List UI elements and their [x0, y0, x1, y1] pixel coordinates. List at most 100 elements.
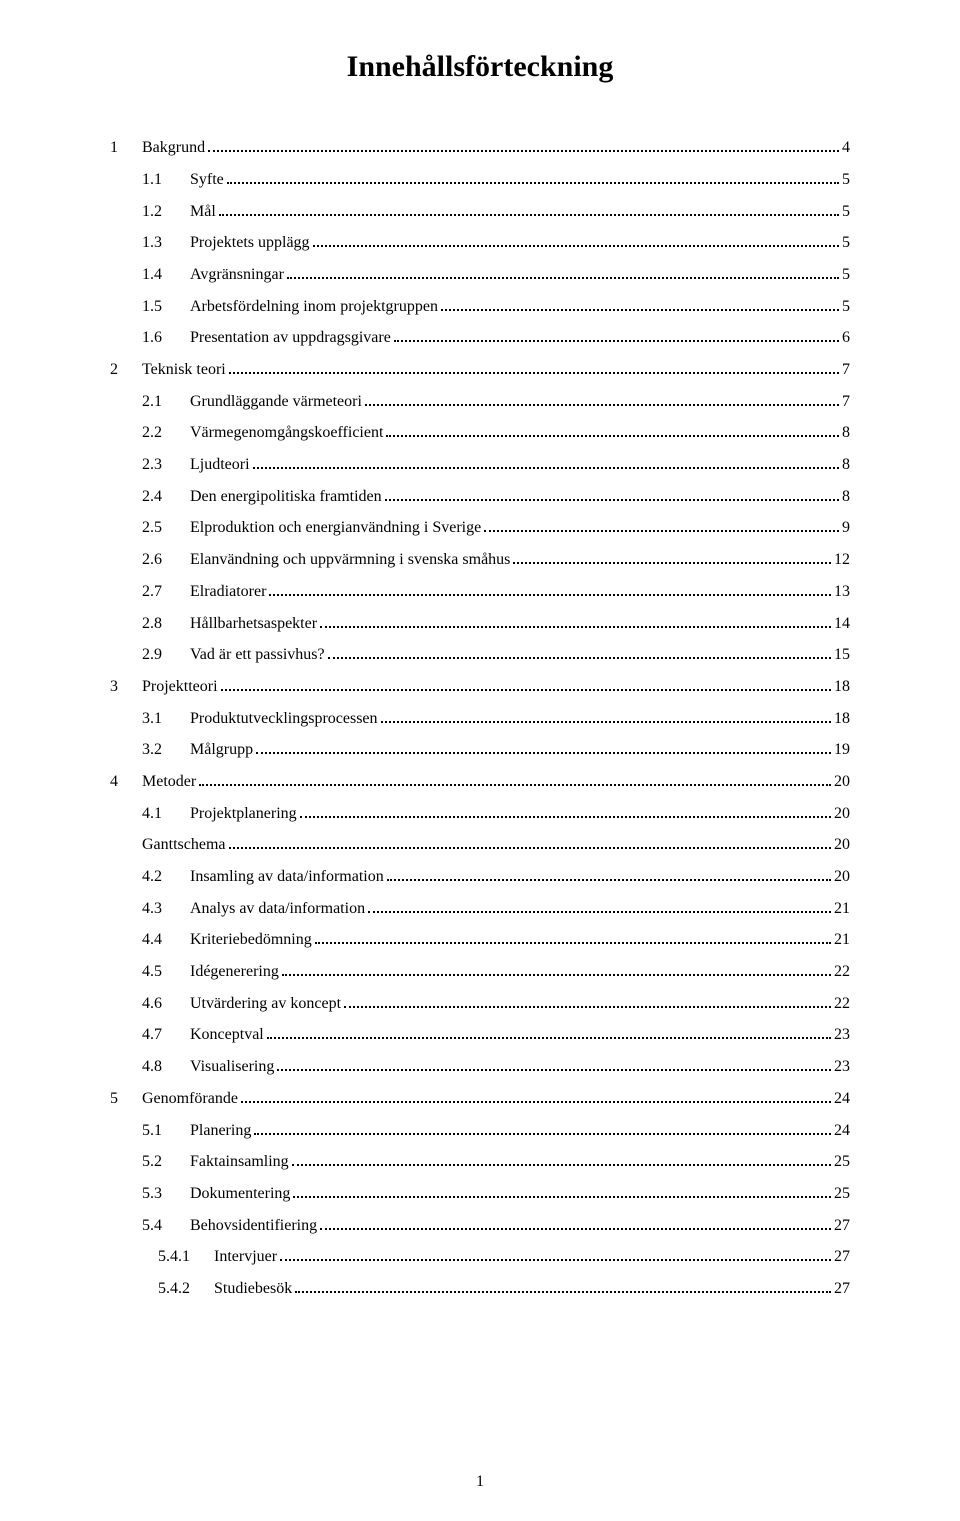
toc-entry-label: Mål: [190, 204, 216, 220]
toc-entry-number: 2.5: [142, 520, 190, 536]
toc-entry-label: Kriteriebedömning: [190, 932, 312, 948]
toc-entry-label: Genomförande: [142, 1091, 238, 1107]
toc-entry-number: 2.7: [142, 584, 190, 600]
toc-entry-label: Bakgrund: [142, 140, 205, 156]
toc-entry-page: 21: [834, 932, 850, 948]
toc-entry-page: 23: [834, 1059, 850, 1075]
toc-entry: 4.6Utvärdering av koncept22: [110, 995, 850, 1012]
toc-entry-number: 1.6: [142, 330, 190, 346]
toc-leader-dots: [441, 297, 839, 310]
toc-entry: 3Projektteori18: [110, 678, 850, 695]
toc-entry: 2Teknisk teori7: [110, 361, 850, 378]
toc-entry-label: Studiebesök: [214, 1281, 292, 1297]
toc-entry-number: 2.3: [142, 457, 190, 473]
toc-entry-page: 25: [834, 1186, 850, 1202]
toc-title: Innehållsförteckning: [110, 50, 850, 84]
toc-leader-dots: [381, 709, 831, 722]
toc-entry-number: 2.8: [142, 616, 190, 632]
toc-leader-dots: [256, 741, 831, 754]
toc-entry-number: 5.3: [142, 1186, 190, 1202]
toc-entry-label: Den energipolitiska framtiden: [190, 489, 382, 505]
toc-entry: 2.1Grundläggande värmeteori7: [110, 393, 850, 410]
toc-entry-number: 4.2: [142, 869, 190, 885]
toc-entry-page: 13: [834, 584, 850, 600]
toc-entry-page: 12: [834, 552, 850, 568]
toc-entry-page: 22: [834, 964, 850, 980]
toc-entry-label: Metoder: [142, 774, 196, 790]
toc-entry-label: Faktainsamling: [190, 1154, 289, 1170]
toc-entry-page: 20: [834, 837, 850, 853]
toc-entry-page: 5: [842, 267, 850, 283]
toc-entry-page: 25: [834, 1154, 850, 1170]
toc-entry-number: 2: [110, 362, 142, 378]
toc-entry-page: 6: [842, 330, 850, 346]
toc-leader-dots: [368, 900, 831, 913]
toc-entry-page: 19: [834, 742, 850, 758]
toc-entry-label: Målgrupp: [190, 742, 253, 758]
toc-leader-dots: [320, 1216, 831, 1229]
toc-entry-number: 4.4: [142, 932, 190, 948]
toc-entry-page: 20: [834, 869, 850, 885]
toc-leader-dots: [328, 646, 831, 659]
toc-entry-label: Utvärdering av koncept: [190, 996, 341, 1012]
toc-entry-label: Intervjuer: [214, 1249, 277, 1265]
toc-entry: 5.4.2Studiebesök27: [110, 1280, 850, 1297]
toc-entry: 1.2Mål5: [110, 202, 850, 219]
toc-entry-number: 2.4: [142, 489, 190, 505]
toc-leader-dots: [280, 1248, 831, 1261]
toc-entry: 4.4Kriteriebedömning 21: [110, 931, 850, 948]
toc-entry-number: 4.6: [142, 996, 190, 1012]
toc-entry-label: Projektets upplägg: [190, 235, 310, 251]
toc-leader-dots: [229, 361, 839, 374]
toc-leader-dots: [199, 773, 831, 786]
toc-entry-page: 24: [834, 1091, 850, 1107]
toc-entry-label: Projektplanering: [190, 806, 297, 822]
toc-leader-dots: [292, 1153, 831, 1166]
toc-entry-number: 2.2: [142, 425, 190, 441]
toc-entry-number: 5.4.1: [158, 1249, 214, 1265]
toc-entry-number: 2.9: [142, 647, 190, 663]
toc-entry-number: 4.3: [142, 901, 190, 917]
toc-entry-number: 3.1: [142, 711, 190, 727]
toc-entry: 2.9Vad är ett passivhus?15: [110, 646, 850, 663]
toc-leader-dots: [267, 1026, 831, 1039]
toc-entry-page: 9: [842, 520, 850, 536]
toc-entry: 5.4.1Intervjuer27: [110, 1248, 850, 1265]
toc-entry: 2.6Elanvändning och uppvärmning i svensk…: [110, 551, 850, 568]
toc-entry: 5Genomförande24: [110, 1090, 850, 1107]
toc-entry-page: 24: [834, 1123, 850, 1139]
toc-leader-dots: [277, 1058, 831, 1071]
toc-entry-number: 5.4.2: [158, 1281, 214, 1297]
toc-entry-label: Ljudteori: [190, 457, 250, 473]
toc-entry: 1.5Arbetsfördelning inom projektgruppen5: [110, 297, 850, 314]
toc-entry-page: 20: [834, 806, 850, 822]
toc-leader-dots: [387, 868, 831, 881]
toc-entry-label: Idégenerering: [190, 964, 279, 980]
toc-entry-page: 21: [834, 901, 850, 917]
toc-leader-dots: [484, 519, 839, 532]
toc-entry: 4.2Insamling av data/information20: [110, 868, 850, 885]
toc-entry-page: 27: [834, 1218, 850, 1234]
toc-leader-dots: [293, 1185, 831, 1198]
toc-leader-dots: [385, 488, 839, 501]
toc-entry-label: Elradiatorer: [190, 584, 266, 600]
toc-entry: Ganttschema20: [110, 836, 850, 853]
toc-entry-page: 18: [834, 711, 850, 727]
toc-entry: 1Bakgrund4: [110, 139, 850, 156]
toc-entry: 5.3Dokumentering25: [110, 1185, 850, 1202]
toc-entry-label: Presentation av uppdragsgivare: [190, 330, 391, 346]
toc-entry: 4.3Analys av data/information21: [110, 900, 850, 917]
toc-entry: 5.4Behovsidentifiering27: [110, 1216, 850, 1233]
toc-entry-page: 14: [834, 616, 850, 632]
toc-leader-dots: [313, 234, 839, 247]
toc-leader-dots: [229, 836, 831, 849]
toc-entry-label: Syfte: [190, 172, 224, 188]
toc-entry: 5.1Planering24: [110, 1121, 850, 1138]
toc-entry-page: 20: [834, 774, 850, 790]
toc-leader-dots: [513, 551, 831, 564]
toc-entry-label: Produktutvecklingsprocessen: [190, 711, 378, 727]
toc-entry-number: 3.2: [142, 742, 190, 758]
toc-leader-dots: [300, 804, 831, 817]
toc-entry-label: Behovsidentifiering: [190, 1218, 317, 1234]
toc-entry-number: 1.5: [142, 299, 190, 315]
